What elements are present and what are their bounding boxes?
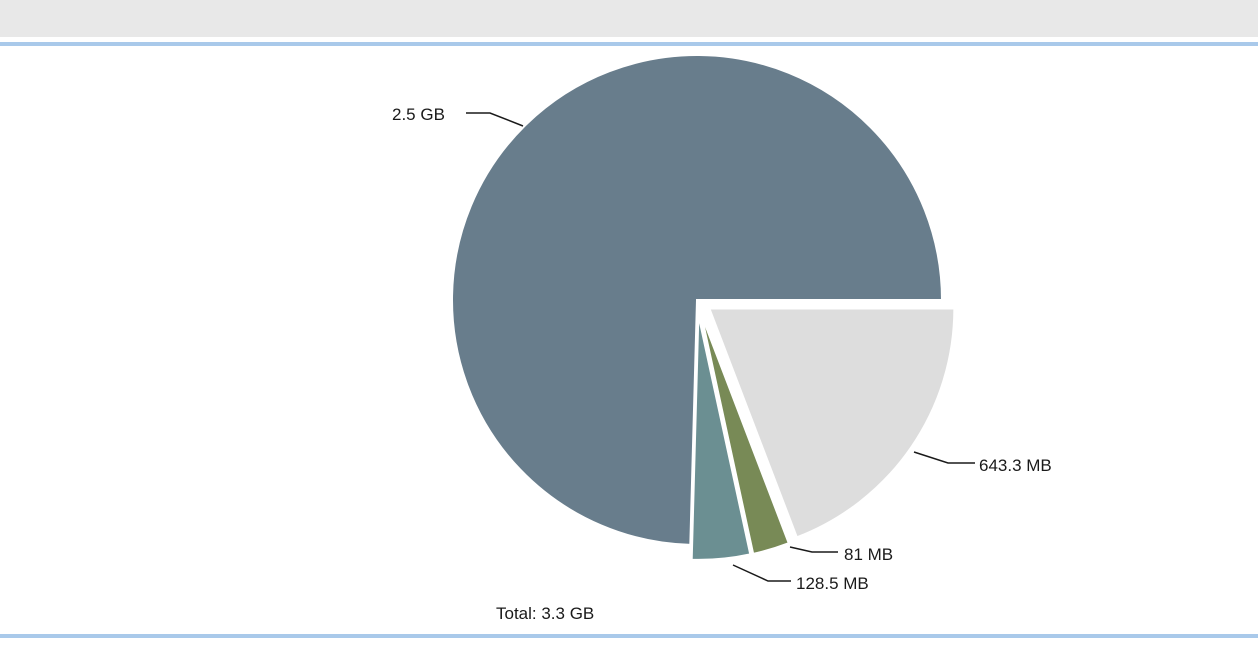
leader-line	[732, 564, 791, 582]
slice-label: 2.5 GB	[392, 105, 445, 124]
leader-line	[789, 546, 838, 553]
top-toolbar	[0, 0, 1258, 37]
slice-label: 128.5 MB	[796, 574, 869, 593]
slice-label: 643.3 MB	[979, 456, 1052, 475]
bottom-divider	[0, 634, 1258, 638]
slice-label: 81 MB	[844, 545, 893, 564]
leader-line	[913, 451, 975, 464]
pie-slice	[707, 307, 956, 539]
pie-slice	[690, 314, 752, 561]
pie-slice	[451, 54, 944, 546]
top-divider	[0, 42, 1258, 46]
total-label: Total: 3.3 GB	[496, 604, 594, 623]
leader-line	[466, 112, 524, 127]
pie-slice	[700, 314, 791, 556]
